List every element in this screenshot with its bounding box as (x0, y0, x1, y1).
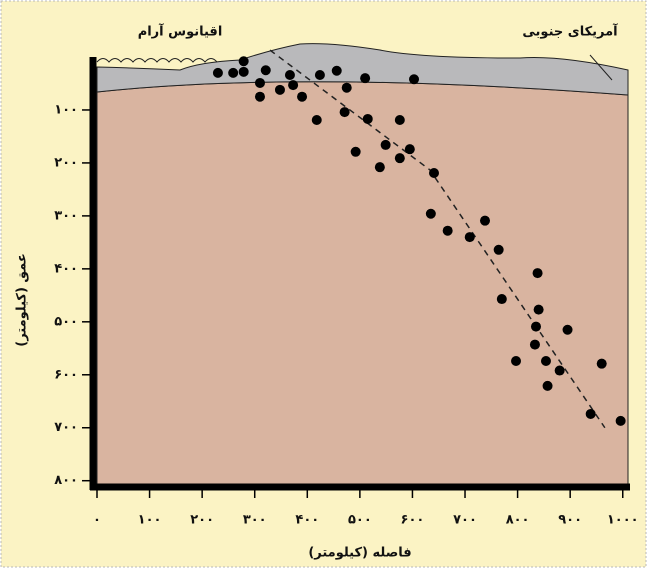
y-tick-label: ۵۰۰ (54, 314, 78, 329)
y-tick-label: ۴۰۰ (54, 261, 78, 276)
data-point (429, 167, 440, 178)
data-point (479, 215, 490, 226)
data-point (532, 268, 543, 279)
trend-line (269, 49, 606, 429)
x-tick-label: ۳۰۰ (243, 513, 267, 528)
data-point (341, 82, 352, 93)
annotation: آمریکای جنوبی (522, 23, 618, 40)
data-point (260, 65, 271, 76)
y-tick-label: ۷۰۰ (54, 420, 78, 435)
data-point (585, 408, 596, 419)
data-point (496, 294, 507, 305)
x-tick-label: ۲۰۰ (190, 513, 214, 528)
data-point (511, 356, 522, 367)
data-point (542, 380, 553, 391)
pointer (589, 54, 613, 81)
data-point (362, 113, 373, 124)
y-tick-label: ۶۰۰ (54, 367, 78, 382)
data-point (409, 74, 420, 85)
y-tick-label: ۱۰۰ (54, 102, 78, 117)
data-point (425, 208, 436, 219)
annotation: اقیانوس آرام (138, 23, 223, 40)
x-tick-label: ۸۰۰ (506, 513, 530, 528)
data-point (404, 144, 415, 155)
x-axis-label: فاصله (کیلومتر) (308, 546, 411, 561)
data-point (311, 115, 322, 126)
crust (96, 43, 629, 96)
data-point (238, 56, 249, 67)
data-point (374, 162, 385, 173)
data-point (331, 65, 342, 76)
data-point (360, 73, 371, 84)
x-tick-label: ۷۰۰ (453, 513, 477, 528)
data-point (254, 77, 265, 88)
data-point (314, 70, 325, 81)
data-point (533, 304, 544, 315)
x-tick-label: ۹۰۰ (558, 513, 582, 528)
data-point (254, 91, 265, 102)
x-tick-label: ۵۰۰ (348, 513, 372, 528)
data-point (297, 91, 308, 102)
data-point (238, 66, 249, 77)
mantle (96, 81, 629, 488)
data-point (394, 115, 405, 126)
data-point (380, 139, 391, 150)
data-point (274, 84, 285, 95)
data-point (530, 321, 541, 332)
data-point (615, 415, 626, 426)
data-point (540, 356, 551, 367)
x-tick-label: ۱۰۰ (138, 513, 162, 528)
y-axis-label: عمق (کیلومتر) (15, 253, 30, 347)
y-tick-label: ۳۰۰ (54, 208, 78, 223)
data-point (562, 324, 573, 335)
data-point (228, 67, 239, 78)
x-tick-label: ۱۰۰۰ (607, 513, 639, 528)
data-point (596, 358, 607, 369)
x-tick-label: ۶۰۰ (401, 513, 425, 528)
x-tick-label: ۴۰۰ (295, 513, 319, 528)
data-point (288, 80, 299, 91)
data-point (339, 107, 350, 118)
data-point (394, 153, 405, 164)
data-point (493, 244, 504, 255)
data-point (212, 67, 223, 78)
y-tick-label: ۲۰۰ (54, 155, 78, 170)
data-point (284, 70, 295, 81)
ocean-waves (96, 58, 218, 63)
x-tick-label: ۰ (93, 513, 101, 528)
data-point (464, 232, 475, 243)
data-point (350, 146, 361, 157)
data-point (529, 339, 540, 350)
data-point (554, 365, 565, 376)
y-tick-label: ۸۰۰ (54, 473, 78, 488)
data-point (442, 225, 453, 236)
